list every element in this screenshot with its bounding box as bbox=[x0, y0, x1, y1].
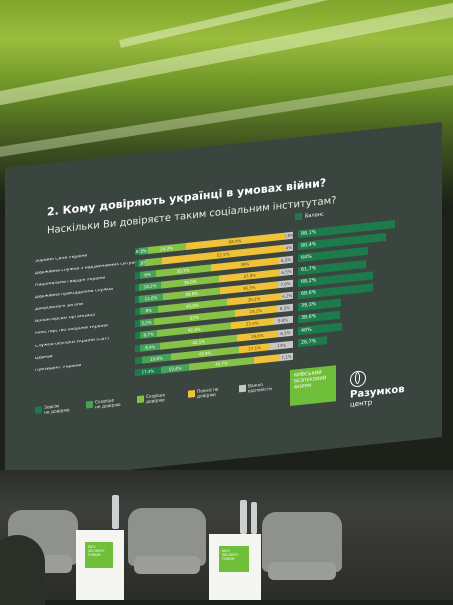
bar-segment: 8,4% bbox=[140, 342, 161, 352]
legend-swatch bbox=[239, 384, 246, 393]
table-logo: KIEV SECURITY FORUM bbox=[219, 546, 249, 572]
bar-segment: 11,6% bbox=[139, 293, 163, 304]
bar-segment: 5,2% bbox=[139, 318, 154, 328]
bar-segment: 7,9% bbox=[278, 279, 293, 289]
balance-swatch bbox=[295, 212, 302, 221]
bar-segment: 6,5% bbox=[280, 267, 293, 277]
water-bottle bbox=[251, 502, 257, 534]
bar-segment: 6,3% bbox=[279, 255, 293, 265]
bar-segment: 6% bbox=[139, 270, 156, 279]
bar-segment: 19,6% bbox=[236, 329, 278, 342]
bar-segment: 4,2% bbox=[281, 291, 293, 301]
bar-segment: 9,8% bbox=[273, 316, 293, 326]
org-subtitle: центр bbox=[350, 398, 373, 409]
legend-swatch bbox=[35, 406, 42, 414]
balance-header: Баланс bbox=[295, 210, 324, 221]
legend-item: Повністю довіряю bbox=[188, 387, 227, 401]
bar-segment: 13% bbox=[270, 340, 293, 350]
presentation-screen: 2. Кому довіряють українці в умовах війн… bbox=[5, 122, 442, 483]
side-table: KIEV SECURITY FORUM bbox=[76, 530, 124, 600]
bar-segment: 19,4% bbox=[160, 363, 190, 374]
balance-bar: 26,7% bbox=[298, 336, 328, 348]
water-bottle bbox=[240, 500, 247, 534]
legend-item: Скоріше не довіряю bbox=[86, 397, 125, 411]
legend-item: Зовсім не довіряю bbox=[35, 403, 74, 417]
legend-label: Зовсім не довіряю bbox=[44, 404, 70, 416]
bar-segment: 7,1% bbox=[279, 352, 293, 361]
side-table: KIEV SECURITY FORUM bbox=[209, 534, 261, 600]
razumkov-logo: Разумков центр bbox=[350, 366, 405, 409]
legend-item: Скоріше довіряю bbox=[137, 392, 176, 406]
bar-segment: 3% bbox=[139, 246, 148, 255]
legend-swatch bbox=[86, 400, 93, 409]
bar-segment: 6,3% bbox=[277, 328, 293, 337]
bar-segment: 23,1% bbox=[234, 305, 277, 318]
bar-segment: 8,3% bbox=[276, 304, 293, 313]
trust-table: Збройні Сили України 0,8% 3% 24,3% 68,4% 2,8%… bbox=[35, 218, 405, 390]
bar-segment bbox=[145, 257, 162, 267]
audience-member bbox=[0, 535, 45, 605]
legend-swatch bbox=[137, 395, 144, 404]
table-logo: KIEV SECURITY FORUM bbox=[85, 542, 113, 568]
legend-item: Важко відповісти bbox=[239, 381, 278, 395]
balance-label: Баланс bbox=[305, 210, 324, 219]
bar-segment bbox=[135, 356, 142, 364]
globe-icon bbox=[350, 370, 366, 388]
armchair bbox=[262, 512, 342, 580]
bar-segment: 8% bbox=[139, 306, 158, 316]
water-bottle bbox=[112, 495, 119, 529]
bar-segment: 6,7% bbox=[139, 330, 158, 340]
bar-segment: 17,4% bbox=[135, 366, 161, 377]
bar-segment: 2,8% bbox=[284, 231, 293, 240]
bar-segment: 22,4% bbox=[231, 318, 274, 330]
bar-segment: 4% bbox=[284, 243, 293, 252]
armchair bbox=[128, 508, 206, 574]
bar-segment: 19,6% bbox=[141, 353, 172, 364]
legend-swatch bbox=[188, 390, 195, 398]
bar-segment bbox=[254, 353, 280, 364]
bar-segment: 24,3% bbox=[147, 242, 186, 254]
legend-label: Важко відповісти bbox=[248, 382, 273, 395]
legend-label: Повністю довіряю bbox=[197, 387, 219, 400]
bar-segment: 17,1% bbox=[238, 342, 271, 354]
legend-label: Скоріше не довіряю bbox=[95, 398, 121, 411]
bar-segment: 10,2% bbox=[139, 281, 161, 291]
forum-badge: КИЇВСЬКИЙ БЕЗПЕКОВИЙ ФОРУМ bbox=[290, 365, 336, 407]
legend-label: Скоріше довіряю bbox=[146, 393, 166, 406]
